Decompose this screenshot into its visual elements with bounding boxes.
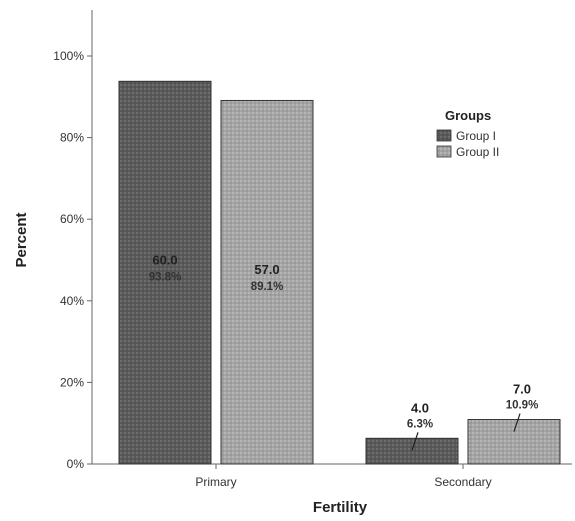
y-tick-label: 40%: [60, 294, 84, 308]
legend-label: Group II: [456, 145, 499, 159]
data-label-leader: [411, 432, 419, 451]
data-label-percent: 6.3%: [407, 418, 433, 430]
bar: [118, 80, 212, 465]
data-label-count: 60.0: [152, 253, 177, 268]
legend-swatch: [436, 145, 452, 158]
x-tick-label: Secondary: [434, 475, 491, 489]
data-label-percent: 89.1%: [251, 281, 284, 293]
y-axis-title: Percent: [13, 212, 30, 267]
y-tick-label: 20%: [60, 375, 84, 389]
x-axis-title: Fertility: [313, 499, 368, 516]
bar: [365, 437, 459, 465]
legend-label: Group I: [456, 129, 496, 143]
data-label-count: 57.0: [254, 262, 279, 277]
data-label-count: 4.0: [411, 400, 429, 415]
data-label-leader: [513, 413, 521, 432]
legend-title: Groups: [445, 108, 491, 123]
x-tick-label: Primary: [195, 475, 236, 489]
bar: [220, 99, 314, 465]
y-tick-label: 60%: [60, 212, 84, 226]
data-label-count: 7.0: [513, 382, 531, 397]
data-label-percent: 93.8%: [149, 272, 182, 284]
y-tick-label: 100%: [53, 49, 84, 63]
y-tick-label: 80%: [60, 131, 84, 145]
legend-swatch: [436, 129, 452, 142]
data-label-percent: 10.9%: [506, 400, 539, 412]
y-tick-label: 0%: [67, 457, 85, 471]
bar: [467, 419, 561, 465]
